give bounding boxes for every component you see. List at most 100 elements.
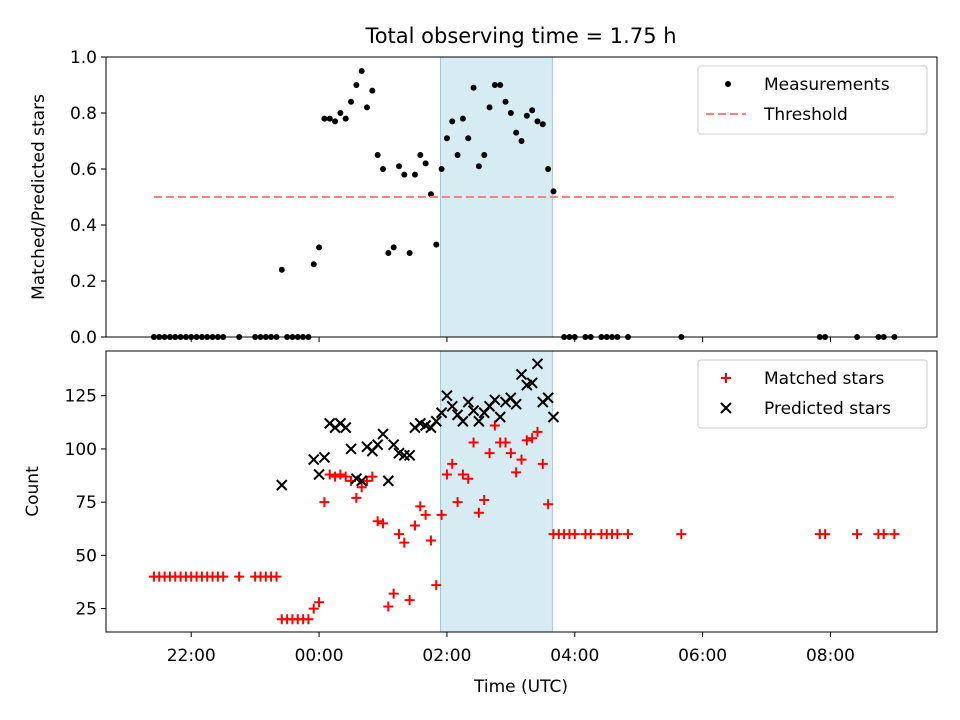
y-tick-label: 0.8 (70, 104, 97, 124)
matched-star-point (441, 469, 452, 480)
matched-star-point (516, 454, 527, 465)
measurement-point (380, 166, 386, 172)
y-tick-label: 0.2 (70, 272, 97, 292)
matched-star-point (889, 529, 900, 540)
measurement-point (545, 166, 552, 172)
matched-star-point (324, 469, 335, 480)
predicted-star-point (515, 368, 528, 381)
measurement-point (358, 68, 365, 74)
predicted-star-point (371, 438, 384, 451)
predicted-star-point (457, 415, 469, 427)
matched-star-point (676, 529, 687, 540)
measurement-point (422, 160, 429, 167)
predicted-star-point (345, 443, 357, 455)
measurement-point (326, 115, 333, 122)
matched-star-point (362, 475, 373, 486)
predicted-star-point (446, 400, 458, 413)
measurement-point (316, 244, 323, 251)
y-axis-label: Count (23, 466, 43, 517)
matched-star-point (585, 529, 596, 540)
legend: Matched stars Predicted stars (697, 359, 928, 429)
y-tick-label: 125 (65, 387, 97, 407)
x-tick-label: 00:00 (295, 646, 344, 666)
predicted-star-point (510, 398, 522, 410)
matched-star-point (878, 529, 889, 540)
legend-frame (697, 359, 928, 429)
predicted-star-point (382, 475, 395, 487)
measurement-point (411, 171, 418, 178)
matched-star-point (420, 509, 431, 520)
measurement-point (374, 152, 381, 158)
matched-star-point (415, 501, 426, 512)
matched-star-point (852, 529, 863, 540)
measurement-point (364, 104, 371, 111)
axes-frame (105, 56, 938, 338)
measurement-point (491, 82, 498, 88)
matched-star-point (484, 448, 495, 459)
legend-swatch-measurements (725, 81, 731, 87)
measurement-point (342, 115, 349, 122)
legend-entry-label: Threshold (763, 105, 848, 125)
measurement-point (390, 244, 397, 251)
matched-star-point (489, 420, 500, 431)
matched-star-point (372, 516, 383, 527)
measurement-point (395, 163, 402, 170)
measurement-point (459, 115, 466, 122)
y-tick-label: 0.4 (70, 216, 97, 236)
matched-star-point (303, 614, 314, 625)
matched-star-point (340, 471, 351, 482)
matched-star-point (356, 482, 367, 493)
x-tick-label: 22:00 (167, 646, 216, 666)
measurement-point (406, 250, 413, 256)
data-series-group (148, 358, 900, 625)
measurement-point (337, 110, 344, 116)
chart-title: Total observing time = 1.75 h (364, 24, 676, 48)
measurement-point (369, 87, 376, 94)
axes-frame (105, 350, 938, 633)
panel-bottom-counts: 25 50 75 100 125 22:00 00:00 02:00 04:00 06:00 08:… (23, 350, 938, 666)
measurement-point (332, 118, 339, 125)
measurement-point (310, 261, 317, 268)
measurement-point (348, 98, 355, 105)
matched-star-point (314, 597, 325, 608)
measurement-point (427, 191, 434, 198)
legend-entry-label: Measurements (764, 75, 890, 95)
legend-swatch-matched (721, 373, 731, 383)
predicted-star-point (403, 449, 416, 462)
predicted-star-point (531, 358, 544, 370)
measurement-point (385, 250, 392, 256)
matched-star-point (319, 497, 330, 508)
predicted-star-point (494, 411, 506, 423)
matched-star-point (271, 571, 282, 582)
matched-star-point (218, 571, 229, 582)
y-tick-label: 50 (75, 546, 97, 566)
measurement-point (507, 110, 514, 116)
measurement-point (438, 166, 445, 172)
matched-star-point (820, 529, 831, 540)
predicted-star-point (547, 411, 560, 423)
matched-star-point (463, 473, 474, 484)
y-tick-label: 1.0 (70, 48, 97, 68)
y-tick-label: 0.6 (70, 160, 97, 180)
matched-star-point (404, 595, 415, 606)
predicted-star-point (462, 396, 474, 408)
measurement-point (449, 118, 456, 125)
predicted-star-point (340, 421, 352, 434)
measurement-point (443, 135, 450, 142)
measurement-point (417, 152, 424, 158)
predicted-star-point (313, 468, 325, 481)
matched-star-point (378, 518, 388, 529)
predicted-star-point (308, 453, 320, 466)
measurement-point (534, 118, 541, 125)
matched-star-point (436, 509, 447, 520)
x-tick-label: 08:00 (806, 646, 855, 666)
predicted-star-point (542, 392, 554, 404)
matched-star-point (431, 580, 442, 591)
predicted-star-point (387, 438, 400, 451)
measurement-point (529, 107, 536, 114)
legend: Measurements Threshold (697, 65, 928, 135)
matched-star-point (532, 426, 543, 437)
panel-top-ratio: 0.0 0.2 0.4 0.6 0.8 1.0 Matched/Predicted star… (29, 48, 938, 348)
matched-star-point (457, 469, 468, 480)
legend-entry-label: Predicted stars (764, 399, 891, 419)
